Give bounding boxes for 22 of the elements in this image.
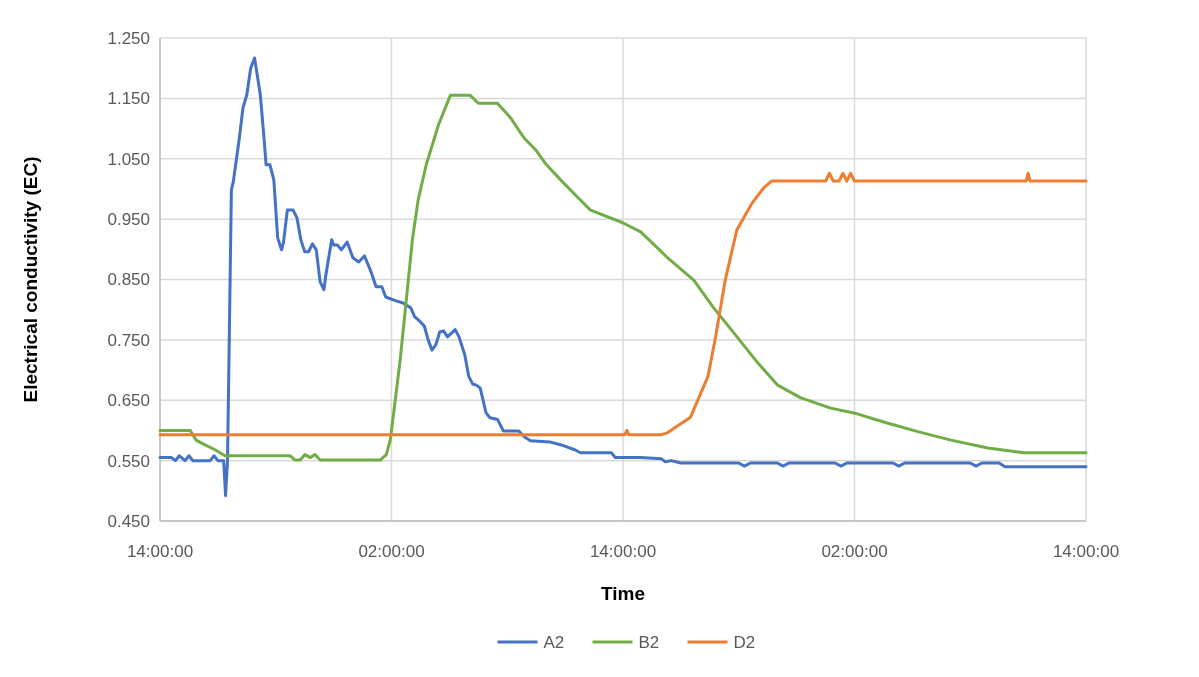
y-tick-label: 0.450 xyxy=(107,511,150,531)
legend-label: B2 xyxy=(638,632,660,652)
y-axis-title: Electrical conductivity (EC) xyxy=(20,156,41,403)
x-tick-label: 14:00:00 xyxy=(126,542,194,561)
x-axis-title: Time xyxy=(600,583,646,604)
y-tick-label: 1.050 xyxy=(107,149,150,169)
line-series xyxy=(158,93,1088,462)
line-series xyxy=(158,171,1088,437)
y-tick-label: 0.850 xyxy=(107,270,150,290)
y-tick-label: 0.950 xyxy=(107,210,150,230)
x-tick-label: 14:00:00 xyxy=(589,542,657,561)
line-series xyxy=(158,56,1088,498)
x-tick-label: 14:00:00 xyxy=(1052,542,1120,561)
y-tick-label: 0.750 xyxy=(107,330,150,350)
y-tick-label: 1.150 xyxy=(107,89,150,109)
legend-label: A2 xyxy=(543,632,565,652)
y-tick-label: 0.650 xyxy=(107,391,150,411)
y-tick-label: 1.250 xyxy=(107,28,150,48)
legend-label: D2 xyxy=(733,632,756,652)
x-tick-label: 02:00:00 xyxy=(358,542,425,561)
y-tick-label: 0.550 xyxy=(107,451,150,471)
x-tick-label: 02:00:00 xyxy=(821,542,888,561)
